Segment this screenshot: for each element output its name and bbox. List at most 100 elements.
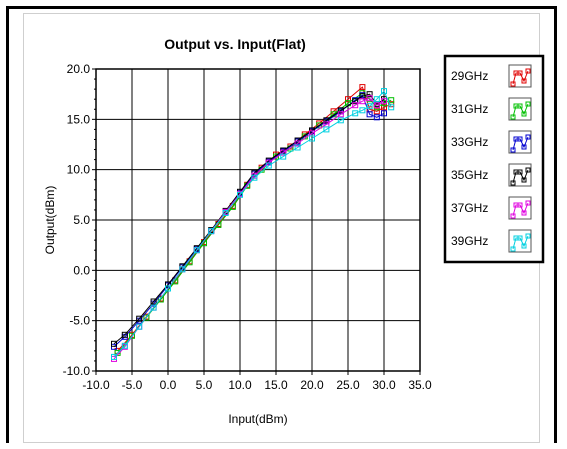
series-line bbox=[113, 94, 385, 348]
y-tick-label: 5.0 bbox=[73, 213, 90, 227]
y-tick-label: -5.0 bbox=[69, 314, 90, 328]
legend-swatch-marker bbox=[510, 246, 516, 252]
legend-label: 31GHz bbox=[451, 102, 488, 116]
data-point bbox=[388, 97, 395, 104]
x-tick-label: 35.0 bbox=[408, 378, 432, 392]
data-point bbox=[265, 162, 272, 169]
x-tick-label: 20.0 bbox=[300, 378, 324, 392]
data-point bbox=[337, 111, 344, 118]
series-line bbox=[113, 93, 385, 345]
legend-swatch-marker bbox=[525, 68, 531, 74]
data-point bbox=[165, 285, 171, 292]
legend-swatch-marker bbox=[510, 81, 516, 87]
legend-swatch-marker bbox=[517, 235, 523, 241]
chart-title: Output vs. Input(Flat) bbox=[164, 36, 306, 52]
legend-swatch-marker bbox=[510, 147, 516, 153]
data-point bbox=[359, 98, 366, 105]
data-point bbox=[237, 191, 243, 198]
data-point bbox=[381, 98, 387, 105]
y-tick-label: 0.0 bbox=[73, 263, 90, 277]
data-point bbox=[251, 174, 258, 181]
data-point bbox=[294, 144, 301, 151]
data-point bbox=[150, 298, 157, 305]
legend-swatch-marker bbox=[510, 114, 516, 120]
legend-swatch-line bbox=[512, 169, 529, 184]
legend-swatch-marker bbox=[517, 169, 523, 175]
y-tick-label: 20.0 bbox=[67, 62, 91, 76]
data-point bbox=[373, 102, 380, 109]
data-point bbox=[111, 353, 117, 360]
legend-box bbox=[443, 54, 545, 264]
data-point bbox=[352, 102, 359, 109]
data-point bbox=[143, 314, 150, 321]
x-axis-label: Input(dBm) bbox=[228, 412, 287, 426]
legend-label: 29GHz bbox=[451, 69, 488, 83]
data-point bbox=[345, 96, 351, 103]
data-point bbox=[208, 228, 215, 235]
data-point bbox=[111, 340, 117, 347]
data-point bbox=[337, 117, 344, 124]
legend-swatch-marker bbox=[525, 101, 531, 107]
data-point bbox=[294, 140, 301, 147]
data-point bbox=[280, 149, 287, 156]
legend-swatch-line bbox=[512, 103, 529, 118]
legend-label: 35GHz bbox=[451, 168, 488, 182]
legend-swatch bbox=[508, 163, 532, 187]
data-point bbox=[316, 122, 323, 129]
data-point bbox=[359, 107, 366, 114]
legend-swatch bbox=[508, 229, 532, 253]
data-point bbox=[366, 95, 373, 102]
legend-swatch-marker bbox=[521, 111, 527, 117]
data-point bbox=[366, 103, 373, 110]
legend-swatch-line bbox=[512, 235, 529, 250]
legend-swatch-marker bbox=[521, 210, 527, 216]
data-point bbox=[136, 315, 143, 322]
x-tick-label: -5.0 bbox=[122, 378, 143, 392]
data-point bbox=[136, 323, 143, 330]
legend-label: 39GHz bbox=[451, 234, 488, 248]
legend-swatch bbox=[508, 97, 532, 121]
x-tick-label: 0.0 bbox=[160, 378, 177, 392]
legend-swatch bbox=[508, 64, 532, 88]
x-tick-label: 25.0 bbox=[336, 378, 360, 392]
data-point bbox=[373, 108, 380, 115]
legend-swatch-marker bbox=[521, 144, 527, 150]
legend-swatch-line bbox=[512, 70, 529, 85]
legend-label: 33GHz bbox=[451, 135, 488, 149]
axis-ticks: -10.0 -5.0 0.0 5.0 10.0 15.0 20.0 25.0 30.0 35.0 2… bbox=[63, 62, 432, 392]
data-point bbox=[323, 126, 330, 133]
y-tick-label: 15.0 bbox=[67, 112, 91, 126]
data-point bbox=[373, 114, 380, 121]
x-tick-label: 15.0 bbox=[264, 378, 288, 392]
data-point bbox=[381, 104, 387, 111]
legend-swatch bbox=[508, 130, 532, 154]
data-point bbox=[323, 117, 330, 124]
data-point bbox=[381, 110, 387, 117]
data-point bbox=[366, 111, 373, 118]
data-point bbox=[309, 135, 315, 142]
legend-swatch-marker bbox=[517, 202, 523, 208]
legend-swatch-marker bbox=[517, 70, 523, 76]
data-point bbox=[193, 247, 200, 254]
y-tick-label: 10.0 bbox=[67, 163, 91, 177]
data-point bbox=[388, 104, 395, 111]
legend-label: 37GHz bbox=[451, 201, 488, 215]
data-point bbox=[129, 332, 135, 339]
data-point bbox=[280, 153, 287, 160]
legend-swatch-marker bbox=[525, 200, 531, 206]
data-point bbox=[337, 107, 344, 114]
legend-swatch-marker bbox=[510, 213, 516, 219]
grid-lines bbox=[96, 69, 420, 371]
series-group bbox=[111, 84, 395, 362]
x-tick-label: 30.0 bbox=[372, 378, 396, 392]
data-point bbox=[179, 266, 186, 273]
x-tick-label: -10.0 bbox=[82, 378, 110, 392]
data-point bbox=[352, 110, 359, 117]
legend-swatch-marker bbox=[521, 78, 527, 84]
data-point bbox=[222, 210, 229, 216]
legend-swatch-marker bbox=[525, 233, 531, 239]
y-axis-label: Output(dBm) bbox=[43, 186, 57, 255]
data-point bbox=[121, 342, 128, 349]
legend-swatch-marker bbox=[517, 136, 523, 142]
legend-swatch-marker bbox=[525, 167, 531, 173]
